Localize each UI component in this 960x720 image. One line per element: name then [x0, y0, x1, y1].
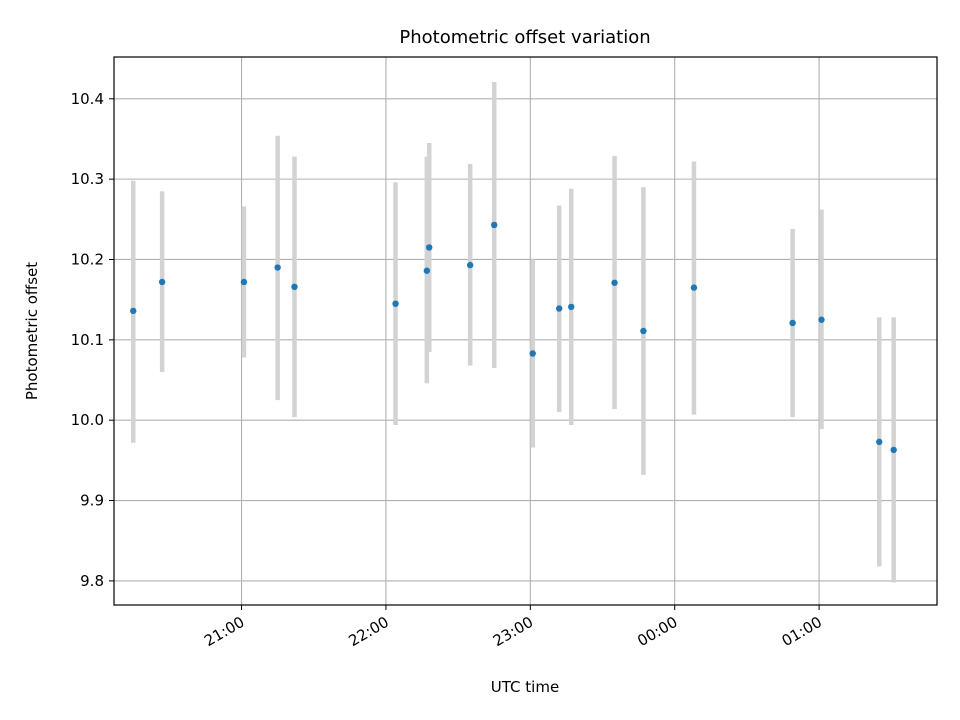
x-tick-label: 21:00: [201, 613, 247, 650]
data-point: [423, 267, 431, 274]
y-tick-label: 10.4: [71, 90, 104, 108]
data-point: [789, 319, 796, 327]
plot-frame: [113, 56, 938, 606]
data-point: [611, 279, 618, 286]
y-tick-label: 10.2: [71, 250, 104, 268]
data-point: [426, 244, 433, 251]
data-point: [240, 278, 248, 286]
data-point: [392, 300, 399, 307]
y-axis-title: Photometric offset: [23, 262, 41, 400]
data-point: [640, 327, 647, 335]
data-point: [491, 221, 498, 229]
point-layer: [130, 221, 897, 454]
data-point: [130, 307, 137, 315]
data-point: [890, 446, 897, 454]
data-point: [818, 316, 825, 323]
data-point: [291, 283, 298, 291]
x-tick-label: 00:00: [634, 613, 680, 650]
tick-layer: 21:00 22:00 23:00 00:00 01:00 9.8 9.9 10.0 10.1 1…: [71, 90, 825, 650]
data-point: [466, 261, 474, 269]
x-tick-label: 22:00: [345, 613, 391, 650]
data-point: [568, 303, 575, 311]
chart-title: Photometric offset variation: [399, 27, 650, 48]
y-tick-label: 10.3: [71, 170, 104, 188]
x-tick-label: 23:00: [490, 613, 536, 650]
y-tick-label: 10.1: [71, 331, 104, 349]
errorbar-layer: [131, 81, 896, 583]
y-tick-label: 9.9: [80, 492, 104, 510]
data-point: [555, 305, 563, 312]
y-tick-label: 10.0: [71, 411, 104, 429]
x-tick-label: 01:00: [779, 613, 825, 650]
x-axis-title: UTC time: [491, 678, 559, 696]
data-point: [158, 278, 166, 286]
y-tick-label: 9.8: [80, 572, 104, 590]
grid-layer: [114, 57, 937, 605]
data-point: [274, 264, 281, 271]
data-point: [529, 350, 536, 357]
data-point: [690, 284, 698, 291]
data-point: [876, 438, 883, 446]
